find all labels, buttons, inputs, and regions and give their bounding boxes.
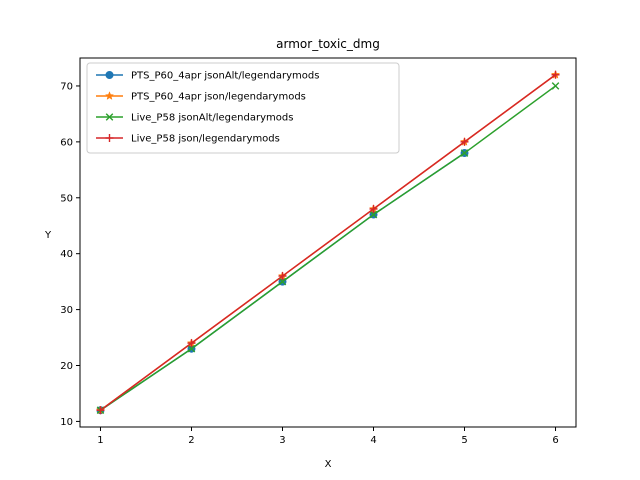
- y-tick-label-4: 50: [60, 193, 73, 204]
- series-layer: [95, 69, 561, 415]
- legend-entry-3: Live_P58 json/legendarymods: [96, 134, 280, 145]
- series-2-point-3: [369, 210, 378, 219]
- y-tick-label-0: 10: [60, 417, 73, 428]
- y-tick-label-1: 20: [60, 361, 73, 372]
- series-3: [96, 70, 560, 415]
- series-2-point-1: [187, 344, 196, 353]
- legend-label-0: PTS_P60_4apr jsonAlt/legendarymods: [131, 71, 319, 82]
- legend-marker-3: [105, 134, 114, 142]
- x-tick-label-1: 2: [188, 435, 194, 446]
- series-3-point-4: [460, 137, 469, 146]
- y-tick-label-2: 30: [60, 305, 73, 316]
- chart-title: armor_toxic_dmg: [276, 37, 380, 51]
- series-2-point-4: [460, 149, 469, 157]
- x-axis-label: X: [325, 459, 332, 470]
- y-axis-label: Y: [44, 230, 52, 241]
- x-tick-label-0: 1: [97, 435, 103, 446]
- series-3-point-5: [551, 70, 560, 79]
- x-tick-label-3: 4: [370, 435, 376, 446]
- legend-marker-2: [105, 113, 114, 121]
- series-3-point-3: [369, 204, 378, 213]
- legend-label-2: Live_P58 jsonAlt/legendarymods: [131, 113, 293, 124]
- x-tick-label-5: 6: [552, 435, 558, 446]
- legend-label-1: PTS_P60_4apr json/legendarymods: [131, 92, 306, 103]
- x-tick-label-4: 5: [461, 435, 467, 446]
- axis-ticks: 1 2 3 4 5 6 10 20 30 40 50 60 70: [60, 81, 558, 446]
- series-3-point-1: [187, 339, 196, 348]
- x-tick-label-2: 3: [279, 435, 285, 446]
- legend-entry-0: PTS_P60_4apr jsonAlt/legendarymods: [96, 71, 319, 82]
- y-tick-label-6: 70: [60, 81, 73, 92]
- legend-label-3: Live_P58 json/legendarymods: [131, 134, 280, 145]
- legend: PTS_P60_4apr jsonAlt/legendarymods PTS_P6…: [86, 62, 400, 154]
- series-3-point-0: [96, 406, 105, 415]
- legend-marker-1: [104, 91, 115, 100]
- series-2-point-5: [551, 82, 560, 90]
- series-2-line: [100, 85, 556, 411]
- legend-entry-2: Live_P58 jsonAlt/legendarymods: [96, 113, 293, 124]
- series-3-line: [100, 74, 556, 411]
- series-2-point-2: [278, 277, 287, 286]
- legend-frame: [86, 62, 400, 154]
- y-tick-label-3: 40: [60, 249, 73, 260]
- plot-frame: [79, 57, 577, 428]
- y-tick-label-5: 60: [60, 137, 73, 148]
- legend-entry-1: PTS_P60_4apr json/legendarymods: [96, 91, 306, 103]
- legend-marker-0: [105, 71, 114, 79]
- series-3-point-2: [278, 272, 287, 281]
